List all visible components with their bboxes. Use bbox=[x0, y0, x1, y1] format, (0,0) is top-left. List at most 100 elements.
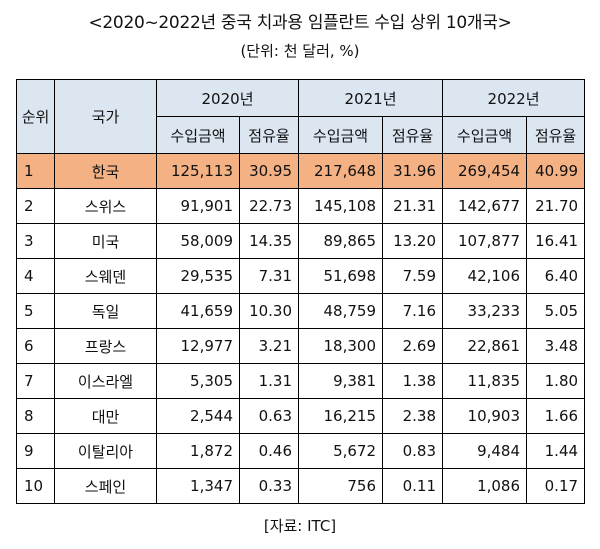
share-2022-cell: 5.05 bbox=[526, 293, 586, 329]
import-table: 순위 국가 2020년 2021년 2022년 수입금액 점유율 수입금액 점유… bbox=[16, 79, 586, 504]
share-2020-cell: 10.30 bbox=[238, 293, 300, 329]
country-cell: 스위스 bbox=[54, 188, 157, 224]
amount-2022-cell: 22,861 bbox=[442, 328, 528, 364]
amount-2022-cell: 10,903 bbox=[442, 398, 528, 434]
table-body: 1 한국 125,113 30.95 217,648 31.96 269,454… bbox=[16, 153, 586, 504]
header-share: 점유율 bbox=[526, 116, 586, 154]
share-2020-cell: 0.46 bbox=[238, 433, 300, 469]
header-country: 국가 bbox=[54, 79, 157, 154]
share-2022-cell: 40.99 bbox=[526, 153, 586, 189]
share-2022-cell: 1.44 bbox=[526, 433, 586, 469]
share-2021-cell: 13.20 bbox=[382, 223, 444, 259]
share-2021-cell: 1.38 bbox=[382, 363, 444, 399]
amount-2020-cell: 12,977 bbox=[156, 328, 240, 364]
share-2021-cell: 21.31 bbox=[382, 188, 444, 224]
table-title: <2020~2022년 중국 치과용 임플란트 수입 상위 10개국> bbox=[88, 13, 512, 33]
share-2021-cell: 2.69 bbox=[382, 328, 444, 364]
share-2020-cell: 0.63 bbox=[238, 398, 300, 434]
country-cell: 스웨덴 bbox=[54, 258, 157, 294]
share-2021-cell: 0.11 bbox=[382, 468, 444, 504]
table-row: 9 이탈리아 1,872 0.46 5,672 0.83 9,484 1.44 bbox=[16, 433, 586, 469]
header-year-2021: 2021년 bbox=[298, 79, 444, 117]
rank-cell: 1 bbox=[16, 153, 55, 189]
share-2022-cell: 6.40 bbox=[526, 258, 586, 294]
header-year-2020: 2020년 bbox=[155, 79, 300, 117]
share-2021-cell: 0.83 bbox=[382, 433, 444, 469]
share-2021-cell: 31.96 bbox=[382, 153, 444, 189]
share-2022-cell: 0.17 bbox=[526, 468, 586, 504]
amount-2021-cell: 145,108 bbox=[298, 188, 384, 224]
amount-2020-cell: 91,901 bbox=[156, 188, 240, 224]
table-row: 4 스웨덴 29,535 7.31 51,698 7.59 42,106 6.4… bbox=[16, 258, 586, 294]
table-row: 2 스위스 91,901 22.73 145,108 21.31 142,677… bbox=[16, 188, 586, 224]
table-row: 6 프랑스 12,977 3.21 18,300 2.69 22,861 3.4… bbox=[16, 328, 586, 364]
header-amount: 수입금액 bbox=[442, 116, 528, 154]
share-2022-cell: 21.70 bbox=[526, 188, 586, 224]
header-rank: 순위 bbox=[16, 79, 55, 154]
share-2020-cell: 30.95 bbox=[238, 153, 300, 189]
share-2022-cell: 1.66 bbox=[526, 398, 586, 434]
country-cell: 대만 bbox=[54, 398, 157, 434]
amount-2020-cell: 2,544 bbox=[156, 398, 240, 434]
rank-cell: 8 bbox=[16, 398, 55, 434]
amount-2022-cell: 142,677 bbox=[442, 188, 528, 224]
amount-2022-cell: 1,086 bbox=[442, 468, 528, 504]
header-share: 점유율 bbox=[382, 116, 444, 154]
share-2020-cell: 3.21 bbox=[238, 328, 300, 364]
rank-cell: 3 bbox=[16, 223, 55, 259]
amount-2020-cell: 5,305 bbox=[156, 363, 240, 399]
table-row: 1 한국 125,113 30.95 217,648 31.96 269,454… bbox=[16, 153, 586, 189]
header-share: 점유율 bbox=[238, 116, 300, 154]
country-cell: 이탈리아 bbox=[54, 433, 157, 469]
amount-2022-cell: 269,454 bbox=[442, 153, 528, 189]
amount-2021-cell: 89,865 bbox=[298, 223, 384, 259]
amount-2020-cell: 29,535 bbox=[156, 258, 240, 294]
header-amount: 수입금액 bbox=[298, 116, 384, 154]
share-2020-cell: 7.31 bbox=[238, 258, 300, 294]
country-cell: 한국 bbox=[54, 153, 157, 189]
country-cell: 이스라엘 bbox=[54, 363, 157, 399]
amount-2021-cell: 51,698 bbox=[298, 258, 384, 294]
country-cell: 프랑스 bbox=[54, 328, 157, 364]
share-2021-cell: 7.16 bbox=[382, 293, 444, 329]
amount-2020-cell: 1,872 bbox=[156, 433, 240, 469]
amount-2021-cell: 217,648 bbox=[298, 153, 384, 189]
header-amount: 수입금액 bbox=[156, 116, 240, 154]
share-2021-cell: 2.38 bbox=[382, 398, 444, 434]
amount-2020-cell: 125,113 bbox=[156, 153, 240, 189]
rank-cell: 4 bbox=[16, 258, 55, 294]
share-2022-cell: 1.80 bbox=[526, 363, 586, 399]
amount-2022-cell: 33,233 bbox=[442, 293, 528, 329]
table-row: 3 미국 58,009 14.35 89,865 13.20 107,877 1… bbox=[16, 223, 586, 259]
share-2020-cell: 14.35 bbox=[238, 223, 300, 259]
header-year-2022: 2022년 bbox=[442, 79, 586, 117]
table-row: 8 대만 2,544 0.63 16,215 2.38 10,903 1.66 bbox=[16, 398, 586, 434]
rank-cell: 6 bbox=[16, 328, 55, 364]
source-label: [자료: ITC] bbox=[263, 517, 337, 535]
rank-cell: 9 bbox=[16, 433, 55, 469]
amount-2021-cell: 756 bbox=[298, 468, 384, 504]
table-row: 7 이스라엘 5,305 1.31 9,381 1.38 11,835 1.80 bbox=[16, 363, 586, 399]
amount-2022-cell: 9,484 bbox=[442, 433, 528, 469]
amount-2021-cell: 18,300 bbox=[298, 328, 384, 364]
share-2020-cell: 22.73 bbox=[238, 188, 300, 224]
unit-label: (단위: 천 달러, %) bbox=[240, 42, 360, 60]
share-2021-cell: 7.59 bbox=[382, 258, 444, 294]
amount-2020-cell: 58,009 bbox=[156, 223, 240, 259]
country-cell: 미국 bbox=[54, 223, 157, 259]
amount-2021-cell: 5,672 bbox=[298, 433, 384, 469]
amount-2021-cell: 16,215 bbox=[298, 398, 384, 434]
amount-2021-cell: 9,381 bbox=[298, 363, 384, 399]
share-2020-cell: 0.33 bbox=[238, 468, 300, 504]
amount-2020-cell: 41,659 bbox=[156, 293, 240, 329]
amount-2022-cell: 107,877 bbox=[442, 223, 528, 259]
table-row: 10 스페인 1,347 0.33 756 0.11 1,086 0.17 bbox=[16, 468, 586, 504]
share-2020-cell: 1.31 bbox=[238, 363, 300, 399]
share-2022-cell: 3.48 bbox=[526, 328, 586, 364]
country-cell: 독일 bbox=[54, 293, 157, 329]
rank-cell: 10 bbox=[16, 468, 55, 504]
rank-cell: 2 bbox=[16, 188, 55, 224]
rank-cell: 7 bbox=[16, 363, 55, 399]
share-2022-cell: 16.41 bbox=[526, 223, 586, 259]
amount-2022-cell: 11,835 bbox=[442, 363, 528, 399]
